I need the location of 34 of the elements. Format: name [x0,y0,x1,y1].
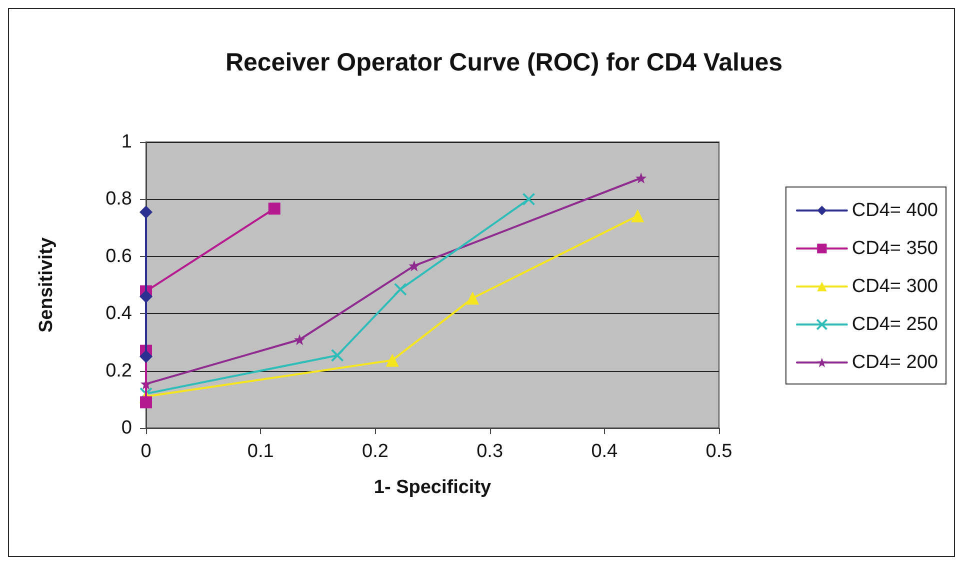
x-axis-title: 1- Specificity [374,477,492,498]
legend-label: CD4= 300 [852,276,938,297]
x-tick-label: 0.4 [591,441,618,462]
point [394,282,407,296]
y-tick-label: 0 [121,418,132,438]
point [140,396,152,408]
point [140,290,152,303]
point [330,348,344,362]
point [294,334,306,346]
chart-title: Receiver Operator Curve (ROC) for CD4 Values [225,48,783,76]
point [466,292,480,305]
y-tick-label: 0.8 [106,188,132,210]
x-tick-label: 0.1 [247,441,274,462]
point [140,350,152,363]
x-tick-label: 0.2 [362,441,388,462]
point [631,209,644,222]
y-tick-label: 1 [121,132,132,152]
y-tick-label: 0.6 [106,246,132,267]
y-axis-title: Sensitivity [36,237,57,333]
point [140,206,152,219]
legend-label: CD4= 400 [852,200,938,221]
point [522,192,536,206]
point [386,354,399,367]
x-tick-label: 0.3 [476,441,504,462]
point [268,202,280,215]
x-tick-label: 0.5 [706,441,732,462]
y-tick-label: 0.4 [106,303,132,324]
point [408,260,420,272]
legend-label: CD4= 200 [852,352,938,373]
legend-label: CD4= 350 [852,238,938,259]
point [636,172,647,184]
y-tick-label: 0.2 [106,360,132,382]
x-tick-label: 0 [140,441,152,462]
legend-label: CD4= 250 [852,314,938,335]
